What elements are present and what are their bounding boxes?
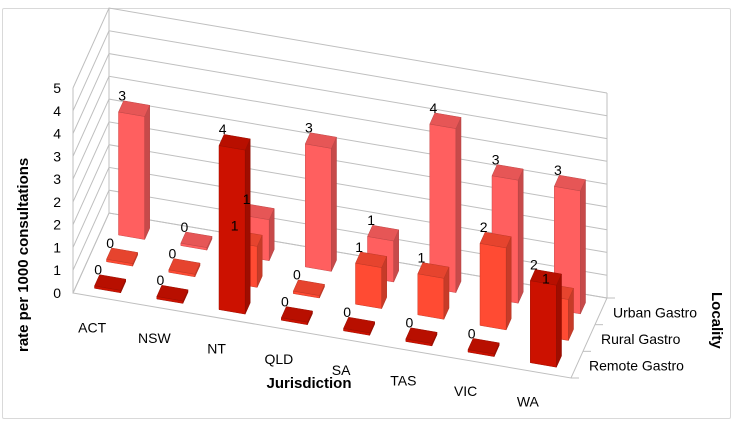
data-label: 0 <box>468 325 476 341</box>
y-tick-label: 0 <box>53 285 61 301</box>
bar <box>292 279 325 299</box>
data-label: 1 <box>243 191 251 207</box>
data-label: 3 <box>305 120 313 136</box>
bar <box>479 231 512 331</box>
gridline <box>72 7 608 94</box>
gridline <box>72 75 608 162</box>
category-label: QLD <box>264 351 293 367</box>
bar <box>118 100 151 240</box>
bar <box>280 306 313 325</box>
series-labels: Remote Gastro Rural Gastro Urban Gastro <box>589 304 697 373</box>
data-label: 0 <box>94 262 102 278</box>
y-tick-label: 1 <box>53 262 61 278</box>
gridline <box>72 30 608 117</box>
bar <box>94 274 127 294</box>
chart-border <box>2 8 731 419</box>
y-axis-title: rate per 1000 consultations <box>15 158 32 352</box>
data-label: 2 <box>530 256 538 272</box>
bar <box>106 247 139 267</box>
data-label: 1 <box>417 249 425 265</box>
data-label: 1 <box>231 218 239 234</box>
bar <box>529 269 562 368</box>
bar <box>429 112 462 293</box>
gridline <box>72 121 608 208</box>
data-label: 3 <box>554 162 562 178</box>
category-label: ACT <box>78 319 106 335</box>
z-axis-title: Locality <box>708 292 725 349</box>
bar <box>168 258 201 278</box>
chart-walls <box>72 212 608 379</box>
category-label: SA <box>332 362 351 378</box>
category-label: NSW <box>138 330 171 346</box>
data-label: 2 <box>480 219 488 235</box>
category-label: NT <box>207 341 226 357</box>
data-label: 0 <box>106 235 114 251</box>
y-tick-label: 3 <box>53 148 61 164</box>
y-tick-label: 4 <box>53 103 61 119</box>
series-label: Rural Gastro <box>601 331 681 347</box>
data-label: 1 <box>542 271 550 287</box>
data-label: 3 <box>118 88 126 104</box>
category-label: WA <box>517 394 540 410</box>
data-label: 0 <box>156 272 164 288</box>
floor-plane <box>72 212 608 379</box>
data-label: 3 <box>492 151 500 167</box>
series-label: Remote Gastro <box>589 358 684 374</box>
gridline <box>72 98 608 185</box>
y-tick-label: 5 <box>53 80 61 96</box>
data-label: 0 <box>168 245 176 261</box>
category-label: TAS <box>390 372 416 388</box>
gridline <box>72 144 608 231</box>
bar <box>218 134 251 315</box>
bar <box>417 262 450 320</box>
data-label: 4 <box>429 100 437 116</box>
data-label: 0 <box>281 293 289 309</box>
bar <box>156 285 189 304</box>
data-label: 0 <box>180 219 188 235</box>
bar <box>405 327 438 347</box>
category-labels: ACT NSW NT QLD SA TAS VIC WA <box>78 319 539 409</box>
data-label: 1 <box>355 239 363 255</box>
bars <box>94 100 586 368</box>
bar <box>304 132 337 272</box>
data-label: 0 <box>293 267 301 283</box>
bar <box>355 251 388 309</box>
data-label: 0 <box>343 304 351 320</box>
data-label: 1 <box>367 212 375 228</box>
bar <box>180 231 213 251</box>
y-tick-label: 4 <box>53 126 61 142</box>
y-tick-label: 2 <box>53 217 61 233</box>
y-tick-labels: 0 1 1 2 2 3 3 4 4 5 <box>53 80 61 301</box>
y-tick-label: 2 <box>53 194 61 210</box>
x-axis-title: Jurisdiction <box>266 375 351 392</box>
data-label: 4 <box>219 121 227 137</box>
gridline <box>72 53 608 140</box>
y-tick-label: 3 <box>53 171 61 187</box>
y-tick-label: 1 <box>53 239 61 255</box>
bar <box>343 316 376 336</box>
data-label: 0 <box>405 315 413 331</box>
bar <box>467 338 500 357</box>
category-label: VIC <box>454 383 477 399</box>
series-label: Urban Gastro <box>613 304 697 320</box>
